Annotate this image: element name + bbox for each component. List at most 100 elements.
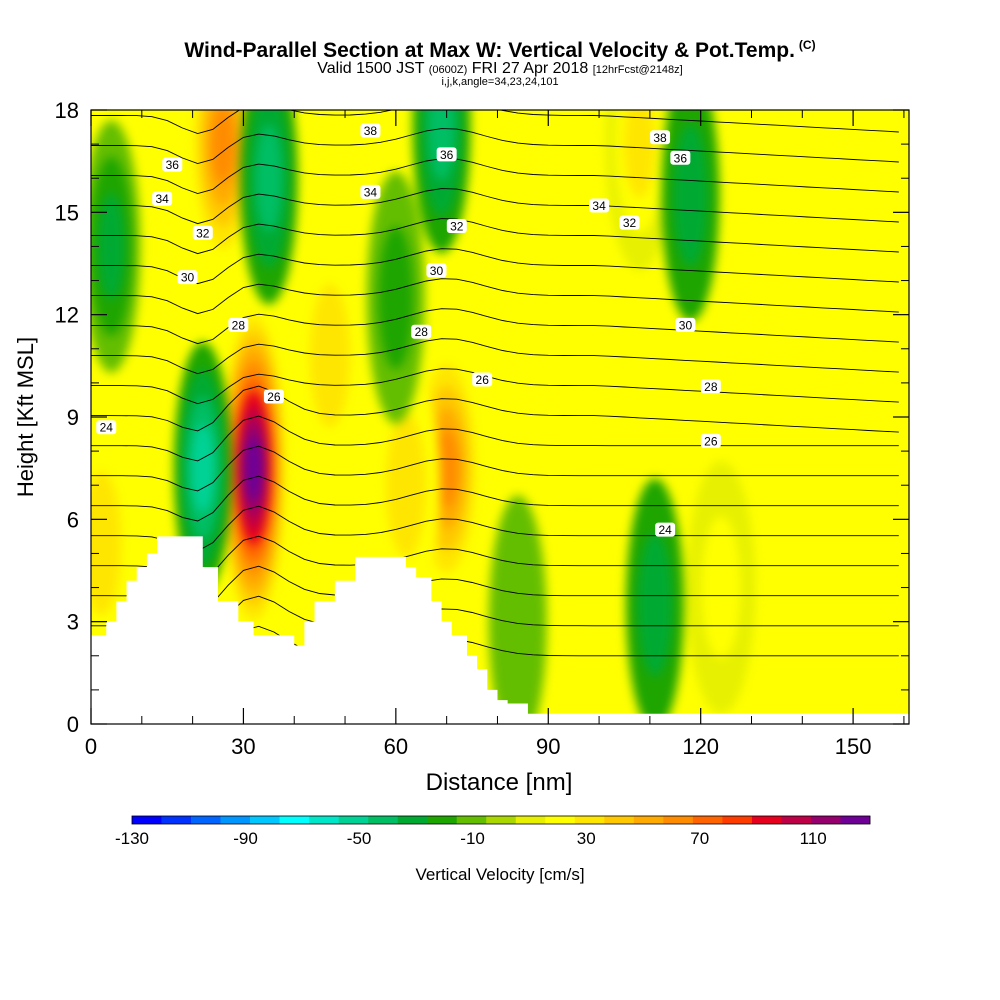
- colorbar-swatch: [368, 816, 398, 824]
- chart-title: Wind-Parallel Section at Max W: Vertical…: [184, 38, 816, 62]
- theta-contour: [91, 368, 899, 405]
- colorbar-tick-label: 110: [800, 829, 827, 848]
- theta-contour-label: 36: [670, 150, 691, 165]
- y-tick-label: 6: [67, 507, 79, 532]
- theta-contour: [91, 188, 899, 225]
- theta-contour-label: 38: [650, 130, 671, 145]
- colorbar-swatch: [722, 816, 753, 824]
- svg-text:36: 36: [166, 158, 180, 172]
- svg-text:34: 34: [155, 192, 169, 206]
- theta-contour-label: 32: [446, 218, 467, 233]
- colorbar-swatch: [191, 816, 221, 824]
- x-tick-label: 90: [536, 734, 560, 759]
- y-axis-label: Height [Kft MSL]: [13, 337, 38, 497]
- svg-text:34: 34: [592, 199, 606, 213]
- colorbar-tick-label: -90: [233, 829, 258, 848]
- svg-text:38: 38: [653, 131, 667, 145]
- svg-text:38: 38: [364, 124, 378, 138]
- svg-text:26: 26: [267, 390, 281, 404]
- colorbar-swatch: [840, 816, 871, 824]
- colorbar-swatch: [486, 816, 517, 824]
- theta-contour-label: 34: [152, 191, 173, 206]
- theta-contour-label: 30: [426, 263, 447, 278]
- chart-params: i,j,k,angle=34,23,24,101: [441, 76, 559, 88]
- colorbar-swatch: [161, 816, 192, 824]
- svg-text:34: 34: [364, 185, 378, 199]
- svg-text:24: 24: [100, 421, 114, 435]
- theta-contour: [91, 308, 899, 345]
- colorbar-frame: [131, 815, 871, 825]
- colorbar-swatch: [456, 816, 487, 824]
- velocity-cell-updraft: [371, 359, 441, 612]
- svg-text:36: 36: [674, 151, 688, 165]
- svg-text:30: 30: [430, 264, 444, 278]
- theta-contour: [91, 338, 899, 375]
- velocity-cell-downdraft: [239, 110, 298, 305]
- svg-text:28: 28: [415, 325, 429, 339]
- theta-contour: [91, 415, 899, 462]
- colorbar: -130 -90 -50 -10 30 70 110: [115, 815, 871, 848]
- x-tick-label: 0: [85, 734, 97, 759]
- svg-text:32: 32: [450, 219, 464, 233]
- x-tick-label: 30: [231, 734, 255, 759]
- theta-contour: [91, 565, 899, 612]
- svg-text:26: 26: [476, 373, 490, 387]
- colorbar-tick-label: -10: [460, 829, 485, 848]
- theta-contour-label: 24: [96, 420, 117, 435]
- theta-contour-label: 24: [655, 522, 676, 537]
- y-tick-label: 9: [67, 405, 79, 430]
- theta-contour-label: 28: [700, 379, 721, 394]
- y-tick-label: 0: [67, 712, 79, 737]
- chart-subtitle: Valid 1500 JST (0600Z) FRI 27 Apr 2018 […: [317, 60, 683, 77]
- velocity-cell-downdraft: [412, 110, 471, 254]
- velocity-cell-updraft: [295, 229, 364, 482]
- theta-contour-label: 34: [589, 198, 610, 213]
- svg-text:32: 32: [623, 216, 637, 230]
- theta-contour-label: 36: [436, 147, 457, 162]
- theta-contour-label: 30: [177, 270, 198, 285]
- colorbar-tick-label: 70: [690, 829, 709, 848]
- velocity-cell-downdraft: [91, 120, 141, 373]
- y-tick-label: 18: [55, 98, 79, 123]
- theta-contour-label: 26: [472, 372, 493, 387]
- colorbar-swatch: [663, 816, 694, 824]
- theta-contour-label: 36: [162, 157, 183, 172]
- velocity-cell-updraft: [219, 301, 288, 636]
- theta-contour: [91, 128, 899, 164]
- theta-contour: [91, 278, 899, 315]
- velocity-cell-downdraft: [661, 110, 720, 322]
- theta-contour-label: 28: [411, 324, 432, 339]
- colorbar-swatch: [604, 816, 635, 824]
- svg-text:32: 32: [196, 226, 210, 240]
- velocity-cell-downdraft: [626, 478, 684, 724]
- theta-contour-label: 38: [360, 123, 381, 138]
- colorbar-swatch: [397, 816, 428, 824]
- svg-text:28: 28: [704, 380, 718, 394]
- svg-text:30: 30: [181, 271, 195, 285]
- theta-contour-label: 30: [675, 317, 696, 332]
- x-axis-label: Distance [nm]: [426, 769, 573, 796]
- x-tick-label: 150: [835, 734, 872, 759]
- svg-text:30: 30: [679, 318, 693, 332]
- colorbar-swatch: [545, 816, 576, 824]
- svg-text:28: 28: [232, 318, 246, 332]
- theta-contour: [91, 110, 899, 134]
- svg-text:36: 36: [440, 148, 454, 162]
- colorbar-label: Vertical Velocity [cm/s]: [415, 865, 584, 884]
- theta-contour: [91, 218, 899, 255]
- colorbar-swatch: [338, 816, 369, 824]
- velocity-cell-updraft: [686, 461, 756, 714]
- colorbar-tick-label: 30: [577, 829, 596, 848]
- colorbar-swatch: [250, 816, 280, 824]
- theta-contour: [91, 385, 899, 433]
- colorbar-swatch: [220, 816, 251, 824]
- x-tick-label: 120: [682, 734, 719, 759]
- colorbar-swatch: [633, 816, 664, 824]
- theta-contour: [91, 158, 899, 194]
- theta-contour-label: 26: [263, 389, 284, 404]
- colorbar-tick-label: -130: [115, 829, 149, 848]
- x-tick-label: 60: [384, 734, 408, 759]
- theta-contour-label: 32: [192, 225, 213, 240]
- velocity-cell-downdraft: [366, 171, 425, 424]
- colorbar-swatch: [279, 816, 310, 824]
